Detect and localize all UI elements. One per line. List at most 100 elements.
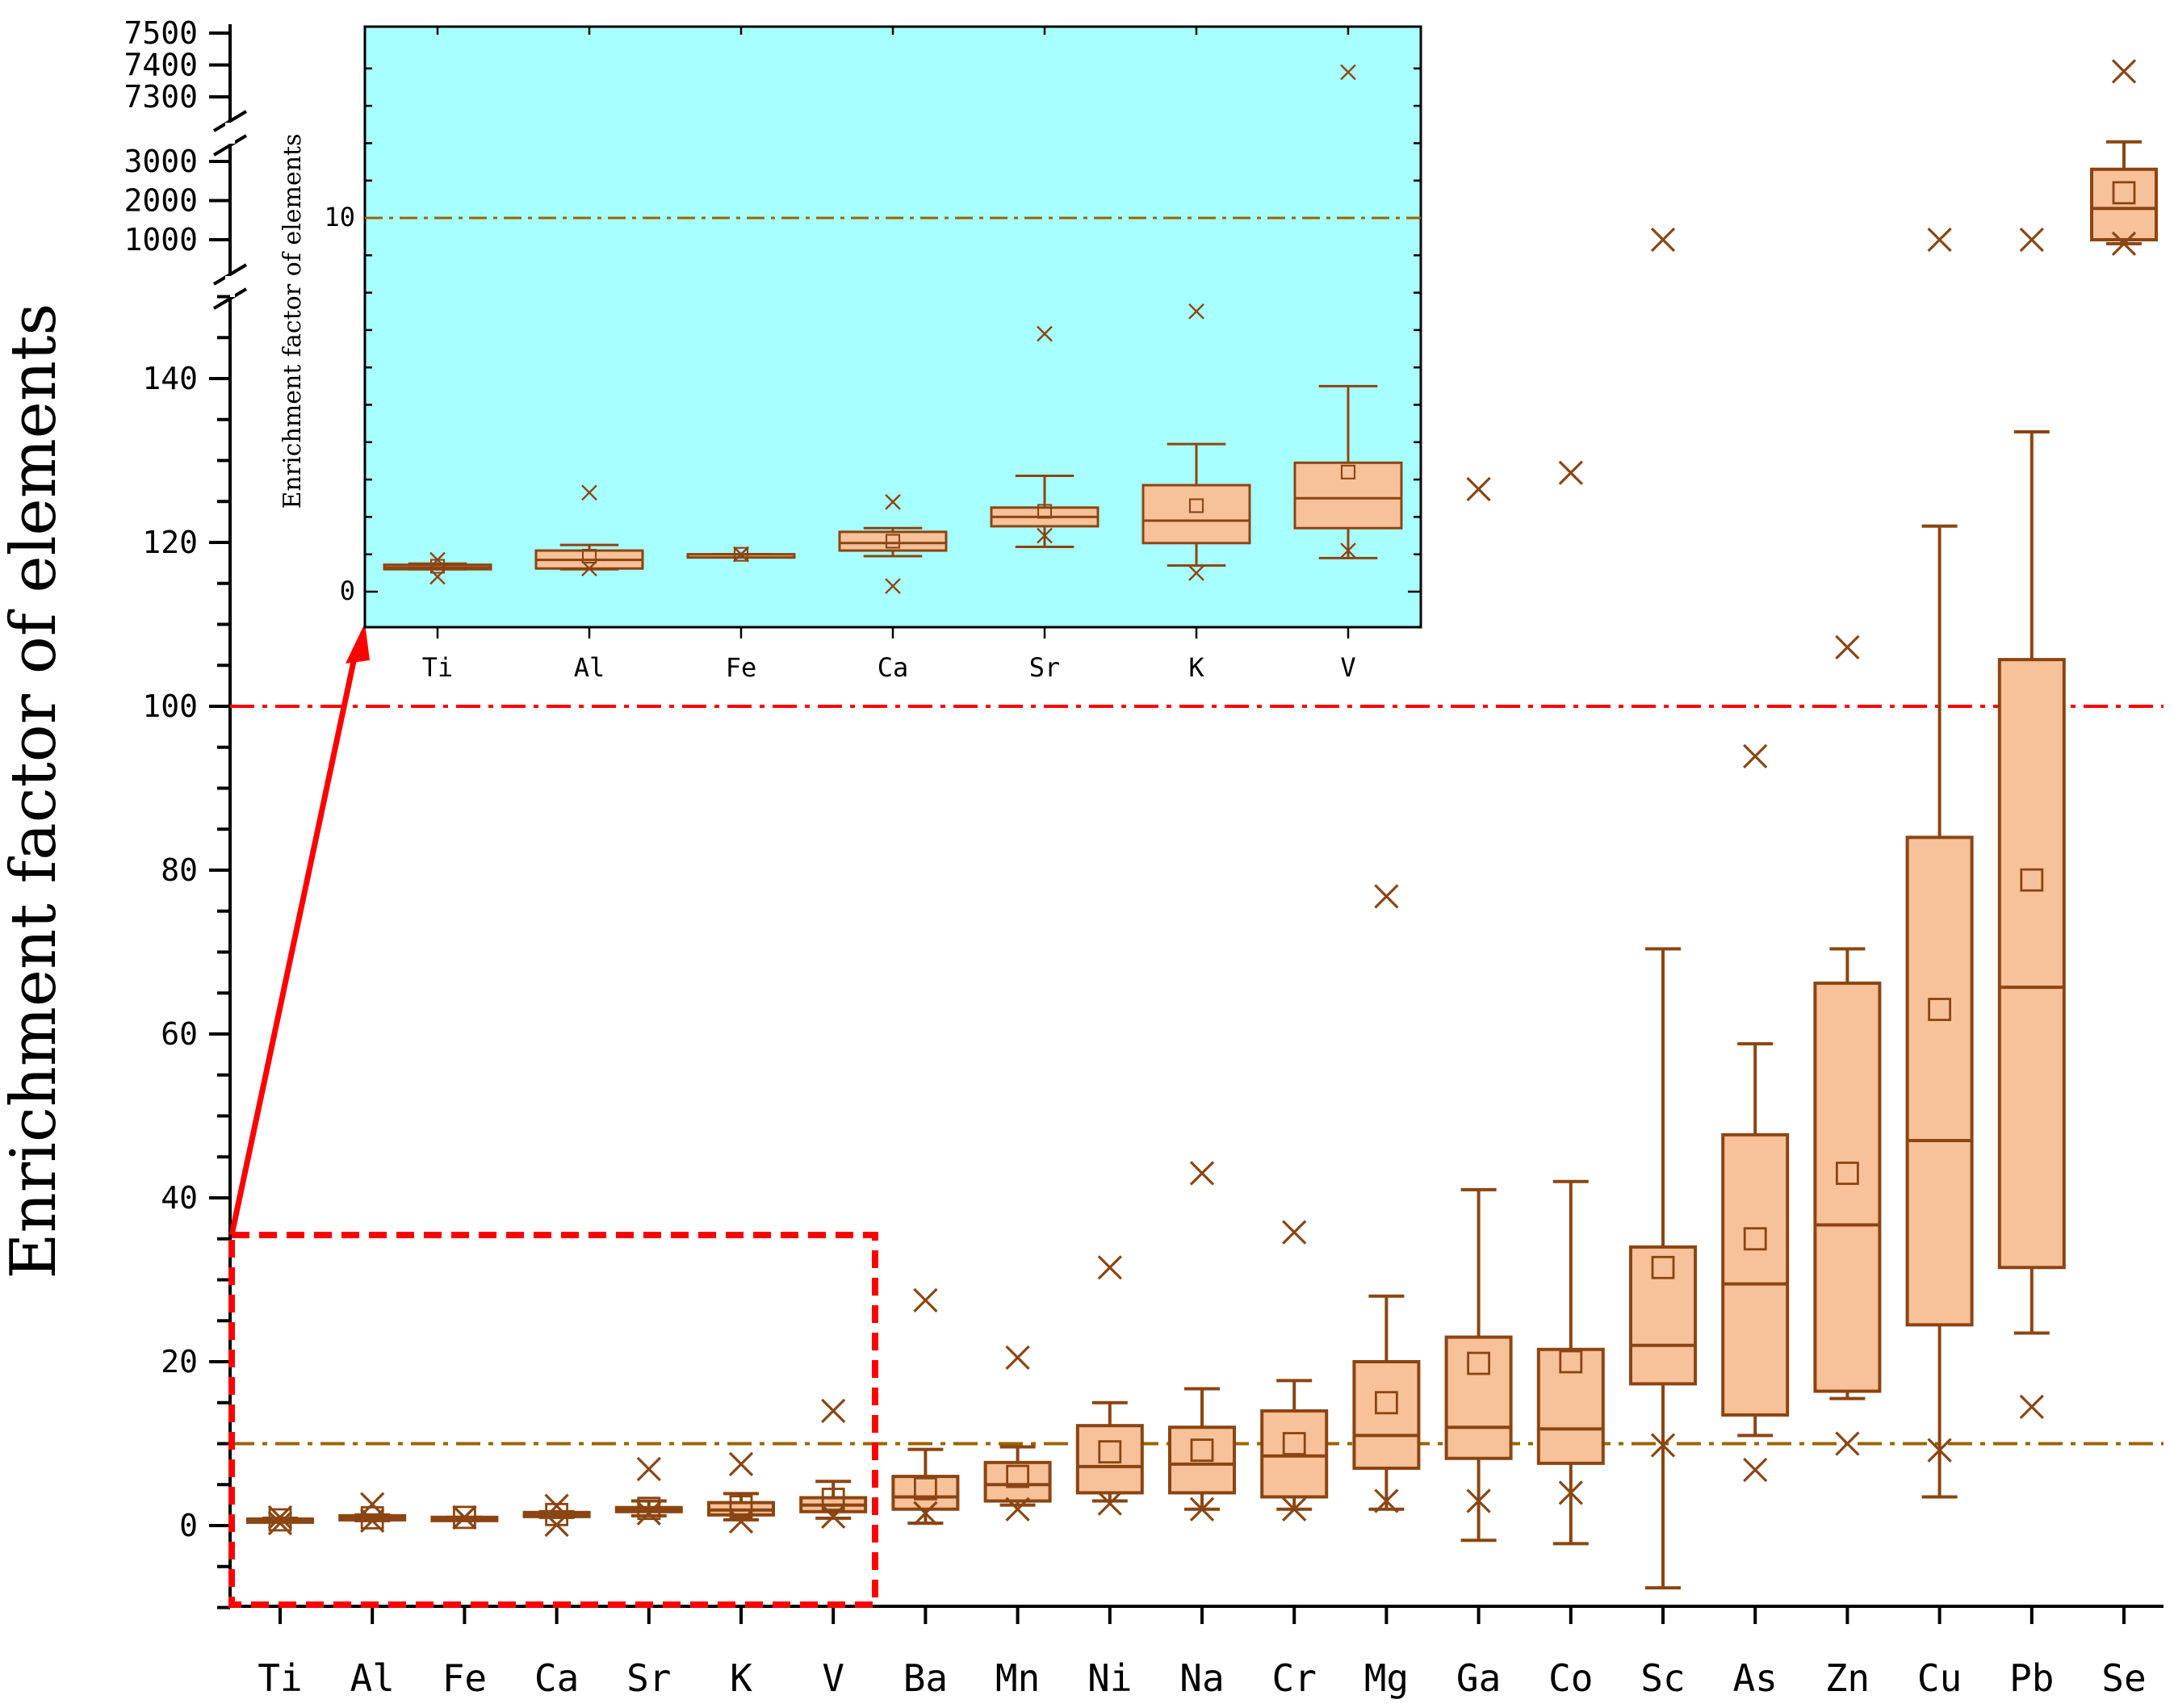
x-tick-label: Se — [2101, 1656, 2146, 1700]
outlier-min — [913, 1501, 938, 1526]
y-tick-label: 3000 — [124, 144, 198, 179]
outlier-min — [1650, 1433, 1676, 1458]
box-sc — [1629, 227, 1697, 1590]
outlier-min — [1188, 565, 1204, 581]
inset-x-tick-label: Ca — [878, 652, 909, 683]
outlier-min — [1835, 1431, 1860, 1456]
iqr-box — [2090, 167, 2158, 241]
inset-x-tick-label: K — [1188, 652, 1204, 683]
inset-y-tick-label: 0 — [340, 576, 355, 606]
x-tick-label: Ga — [1456, 1656, 1501, 1700]
box-ca — [522, 1493, 591, 1538]
x-tick-label: Cu — [1917, 1656, 1962, 1700]
axis-break-mark — [212, 263, 248, 286]
mean-marker — [1375, 1391, 1398, 1415]
outlier-min — [1097, 1491, 1122, 1516]
box-k — [1141, 303, 1251, 581]
mean-marker — [1188, 498, 1204, 513]
box-co — [1536, 460, 1605, 1546]
inset-y-axis-label: Enrichment factor of elements — [279, 134, 307, 509]
outlier-min — [1282, 1497, 1307, 1522]
y-tick-label: 7300 — [124, 79, 198, 115]
x-tick-label: Ni — [1087, 1656, 1132, 1700]
inset-x-tick-label: Al — [574, 652, 605, 683]
box-v — [1293, 64, 1403, 559]
inset-y-tick-label: 10 — [324, 202, 355, 232]
outlier-max — [1558, 460, 1583, 485]
outlier-max — [1374, 884, 1399, 909]
y-tick-label: 0 — [179, 1508, 198, 1543]
box-al — [338, 1492, 407, 1534]
outlier-min — [728, 1509, 754, 1534]
x-tick-label: Cr — [1272, 1656, 1317, 1700]
mean-marker — [1743, 1227, 1767, 1251]
mean-marker — [1340, 464, 1356, 479]
outlier-max — [267, 1505, 293, 1530]
x-tick-label: Al — [350, 1656, 395, 1700]
mean-marker — [1559, 1350, 1583, 1374]
outlier-max — [581, 484, 597, 501]
outlier-max — [452, 1505, 477, 1530]
box-cr — [1260, 1220, 1329, 1522]
axis-break-gap — [225, 276, 235, 297]
mean-marker — [1928, 998, 1952, 1021]
outlier-max — [544, 1493, 569, 1518]
axis-break-mark — [212, 134, 248, 157]
y-tick-label: 120 — [142, 525, 198, 560]
x-tick-label: Na — [1179, 1656, 1224, 1700]
mean-marker — [637, 1497, 661, 1521]
y-axis-label: Enrichment factor of elements — [0, 304, 70, 1279]
outlier-max — [2111, 59, 2137, 84]
box-se — [2090, 59, 2158, 256]
iqr-box — [1997, 658, 2066, 1270]
x-tick-label: Ca — [534, 1656, 579, 1700]
mean-marker — [1098, 1440, 1122, 1464]
outlier-max — [1835, 634, 1860, 660]
outlier-min — [1189, 1497, 1215, 1522]
iqr-box — [1141, 484, 1251, 545]
x-tick-label: Mg — [1364, 1656, 1409, 1700]
box-fe — [686, 546, 796, 563]
mean-marker — [453, 1505, 476, 1530]
x-tick-label: Mn — [995, 1656, 1040, 1700]
outlier-min — [2111, 231, 2137, 256]
mean-marker — [1651, 1255, 1675, 1279]
outlier-min — [1743, 1457, 1768, 1483]
x-tick-label: Co — [1548, 1656, 1593, 1700]
outlier-max — [1466, 476, 1491, 502]
outlier-max — [1188, 303, 1204, 320]
outlier-max — [1282, 1220, 1307, 1245]
outlier-min — [544, 1512, 569, 1538]
axis-break-gap — [225, 123, 235, 144]
outlier-min — [885, 578, 901, 594]
outlier-max — [1005, 1345, 1030, 1371]
outlier-max — [429, 551, 446, 568]
inset-x-tick-label: Ti — [422, 652, 454, 683]
box-mn — [983, 1345, 1052, 1522]
mean-marker — [733, 546, 749, 562]
iqr-box — [983, 1460, 1052, 1503]
outlier-max — [1037, 325, 1053, 342]
outlier-max — [1097, 1255, 1122, 1280]
inset-x-tick-label: Sr — [1029, 652, 1061, 683]
iqr-box — [1293, 461, 1403, 530]
outlier-min — [267, 1510, 293, 1536]
mean-marker — [360, 1505, 384, 1530]
mean-marker — [2020, 868, 2044, 892]
mean-marker — [2112, 181, 2136, 205]
outlier-min — [821, 1504, 846, 1529]
outlier-max — [1650, 227, 1676, 253]
x-tick-label: Sr — [626, 1656, 671, 1700]
mean-marker — [1835, 1162, 1859, 1185]
iqr-box — [838, 530, 948, 552]
iqr-box — [1813, 982, 1882, 1393]
mean-marker — [1282, 1432, 1306, 1455]
y-tick-label: 20 — [161, 1344, 198, 1379]
x-tick-label: Pb — [2009, 1656, 2054, 1700]
box-fe — [430, 1505, 499, 1530]
outlier-max — [733, 546, 749, 563]
y-tick-label: 100 — [142, 689, 198, 724]
zoom-region-highlight — [228, 1232, 878, 1608]
outlier-min — [429, 568, 446, 585]
outlier-max — [1743, 743, 1768, 769]
